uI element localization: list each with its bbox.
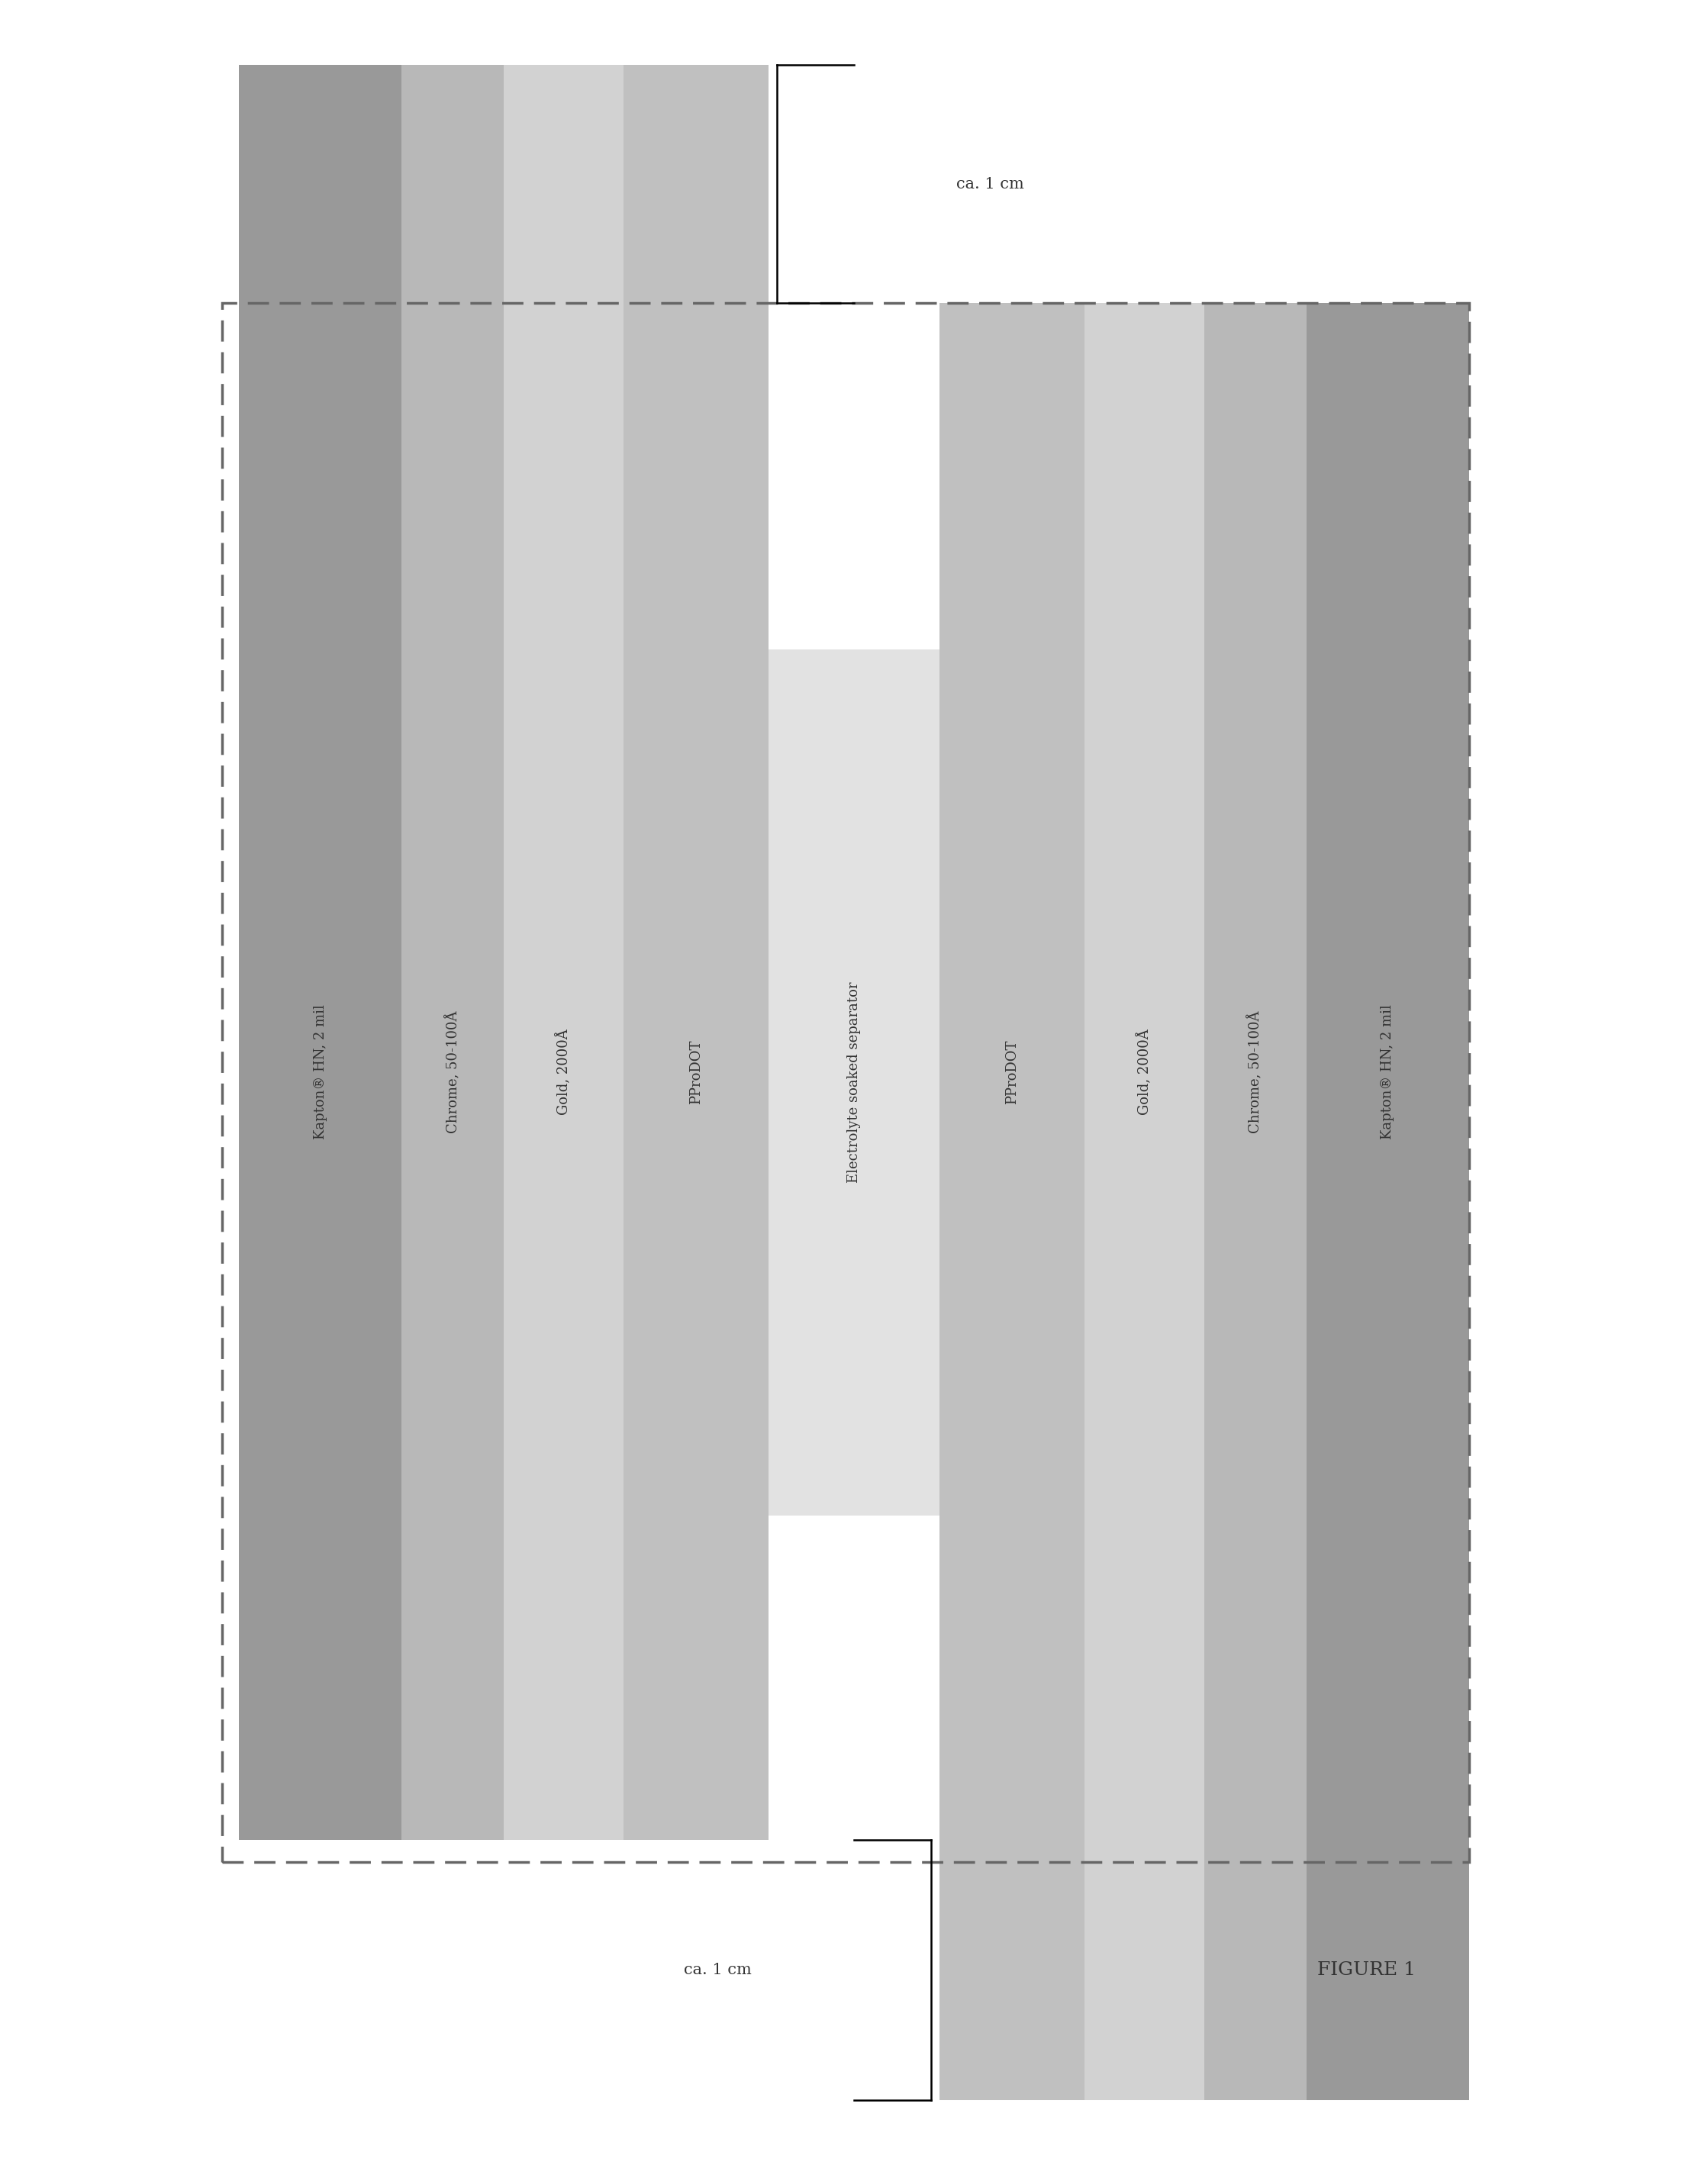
- Text: Kapton® HN, 2 mil: Kapton® HN, 2 mil: [313, 1005, 328, 1139]
- Text: Chrome, 50-100Å: Chrome, 50-100Å: [1249, 1011, 1262, 1132]
- Bar: [1204, 1840, 1307, 2100]
- Bar: [1204, 303, 1307, 1840]
- Bar: [939, 303, 1085, 1840]
- Bar: [504, 303, 623, 1840]
- Bar: [769, 650, 939, 1516]
- Bar: [504, 65, 623, 303]
- Text: Kapton® HN, 2 mil: Kapton® HN, 2 mil: [1380, 1005, 1395, 1139]
- Text: ca. 1 cm: ca. 1 cm: [683, 1964, 752, 1977]
- Bar: [939, 1840, 1085, 2100]
- Text: ca. 1 cm: ca. 1 cm: [956, 178, 1025, 191]
- Text: FIGURE 1: FIGURE 1: [1317, 1961, 1416, 1979]
- Bar: [239, 65, 401, 303]
- Bar: [239, 303, 401, 1840]
- Text: PProDOT: PProDOT: [1004, 1039, 1020, 1104]
- Bar: [1085, 1840, 1204, 2100]
- Text: Chrome, 50-100Å: Chrome, 50-100Å: [446, 1011, 459, 1132]
- Bar: [401, 303, 504, 1840]
- Text: Gold, 2000Å: Gold, 2000Å: [1138, 1028, 1151, 1115]
- Text: Gold, 2000Å: Gold, 2000Å: [557, 1028, 570, 1115]
- Text: Electrolyte soaked separator: Electrolyte soaked separator: [847, 983, 861, 1182]
- Bar: [222, 303, 1469, 1862]
- Bar: [1307, 303, 1469, 1840]
- Text: PProDOT: PProDOT: [688, 1039, 704, 1104]
- Bar: [1307, 1840, 1469, 2100]
- Bar: [401, 65, 504, 303]
- Bar: [1085, 303, 1204, 1840]
- Bar: [623, 303, 769, 1840]
- Bar: [623, 65, 769, 303]
